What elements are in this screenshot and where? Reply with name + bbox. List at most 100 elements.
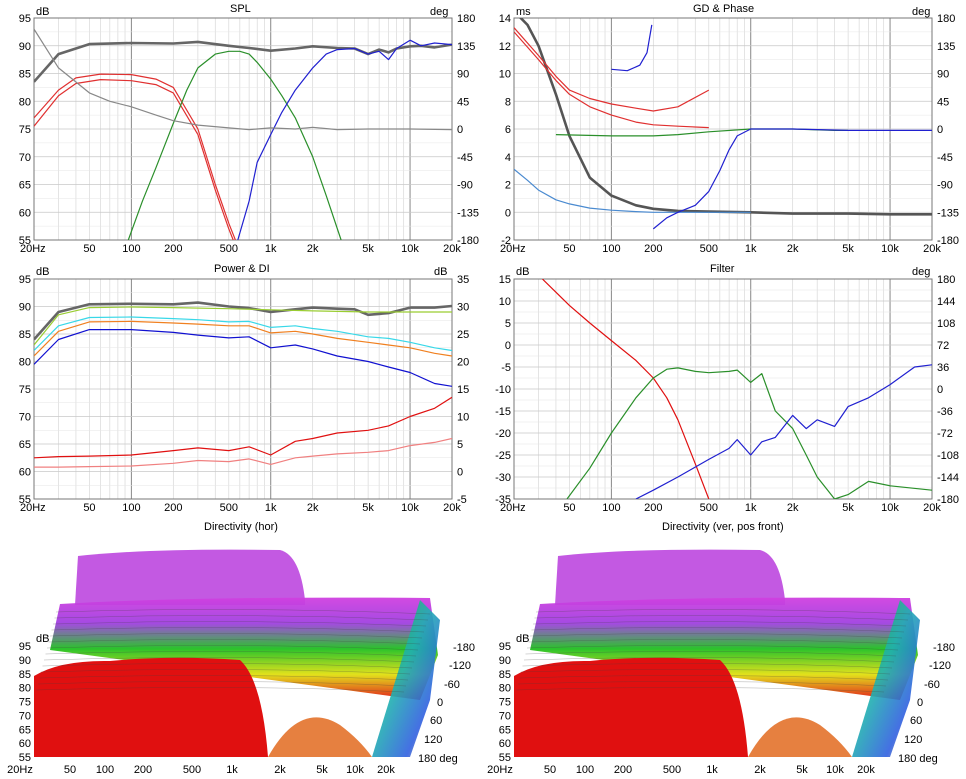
series-line-0 — [518, 18, 932, 216]
x-tick-label: 5k — [362, 502, 374, 514]
y2-tick-label: 0 — [937, 124, 943, 136]
waterfall-y-tick: 95 — [499, 641, 511, 653]
waterfall-contour — [48, 639, 421, 645]
waterfall-angle-tick: 60 — [910, 715, 922, 727]
waterfall-x-tick: 500 — [663, 764, 681, 776]
y2-tick-label: 0 — [457, 124, 463, 136]
x-tick-label: 20Hz — [20, 243, 46, 255]
y-tick-label: 85 — [19, 329, 31, 341]
y2-tick-label: 5 — [457, 439, 463, 451]
y2-tick-label: 15 — [457, 384, 469, 396]
waterfall-x-tick: 20Hz — [487, 764, 513, 776]
series-line-3 — [34, 320, 452, 357]
y-tick-label: 10 — [499, 69, 511, 81]
waterfall-contour — [516, 687, 885, 693]
series-line-2 — [635, 364, 932, 499]
waterfall-x-tick: 5k — [796, 764, 808, 776]
waterfall-contour — [55, 609, 431, 615]
waterfall-y-tick: 85 — [19, 669, 31, 681]
waterfall-contour — [54, 615, 429, 621]
y2-tick-label: 45 — [937, 96, 949, 108]
y2-tick-label: 10 — [457, 412, 469, 424]
x-tick-label: 20k — [443, 243, 461, 255]
waterfall-y-tick: 70 — [19, 710, 31, 722]
x-tick-label: 20Hz — [500, 502, 526, 514]
waterfall-x-tick: 20Hz — [7, 764, 33, 776]
waterfall-y-tick: 90 — [19, 655, 31, 667]
waterfall-y-tick: 70 — [499, 710, 511, 722]
x-tick-label: 100 — [602, 502, 620, 514]
waterfall-y-tick: 80 — [19, 683, 31, 695]
y-tick-label: -35 — [495, 494, 511, 506]
x-tick-label: 100 — [122, 243, 140, 255]
waterfall-x-tick: 5k — [316, 764, 328, 776]
y2-tick-label: 135 — [457, 41, 475, 53]
waterfall-front-tail — [748, 717, 852, 757]
y2-tick-label: 0 — [937, 384, 943, 396]
x-tick-label: 200 — [644, 502, 662, 514]
x-tick-label: 10k — [401, 502, 419, 514]
series-group — [34, 28, 452, 240]
y-tick-label: -2 — [501, 235, 511, 247]
y-tick-label: 95 — [19, 13, 31, 25]
x-tick-label: 1k — [745, 502, 757, 514]
series-line-6 — [34, 437, 452, 468]
waterfall-y-tick: 95 — [19, 641, 31, 653]
plot-frame — [513, 17, 933, 241]
series-group — [541, 279, 932, 499]
x-tick-label: 1k — [265, 502, 277, 514]
x-tick-label: 50 — [83, 243, 95, 255]
waterfall-x-tick: 100 — [576, 764, 594, 776]
x-tick-label: 20Hz — [20, 502, 46, 514]
y-tick-label: 55 — [19, 235, 31, 247]
waterfall-contour — [522, 663, 893, 669]
x-tick-label: 20k — [923, 243, 941, 255]
y2-tick-label: -180 — [937, 494, 959, 506]
waterfall-x-tick: 500 — [183, 764, 201, 776]
waterfall-angle-tick: 60 — [430, 715, 442, 727]
waterfall-x-tick: 50 — [64, 764, 76, 776]
waterfall-contour — [520, 669, 891, 675]
waterfall-angle-tick: 0 — [437, 697, 443, 709]
waterfall-contour — [52, 621, 427, 627]
waterfall-front-surface — [514, 657, 748, 757]
waterfall-y-tick: 90 — [499, 655, 511, 667]
x-tick-label: 500 — [700, 243, 718, 255]
waterfall-x-tick: 2k — [754, 764, 766, 776]
y2-tick-label: -108 — [937, 450, 959, 462]
chart-spl: 95 90 85 80 75 70 65 60 55 180 135 90 45 0 -45 -90 -135 -… — [19, 13, 479, 255]
y-tick-label: 6 — [505, 124, 511, 136]
waterfall-y-tick: 60 — [499, 738, 511, 750]
plot-frame — [513, 278, 933, 500]
waterfall-front-surface — [34, 657, 268, 757]
waterfall-contour — [523, 657, 895, 663]
y2-tick-label: 180 — [937, 274, 955, 286]
x-tick-label: 10k — [401, 243, 419, 255]
x-tick-label: 50 — [563, 502, 575, 514]
y2-tick-label: 135 — [937, 41, 955, 53]
y2-tick-label: 35 — [457, 274, 469, 286]
y-tick-label: 10 — [499, 296, 511, 308]
waterfall-angle-tick: 120 — [904, 734, 922, 746]
waterfall-contour — [37, 681, 407, 687]
x-tick-label: 20k — [443, 502, 461, 514]
series-line-1 — [34, 73, 237, 240]
x-tick-label: 200 — [164, 502, 182, 514]
series-line-4 — [555, 128, 849, 137]
series-line-0 — [541, 279, 710, 499]
waterfall-angle-tick: -60 — [444, 679, 460, 691]
series-line-5 — [34, 28, 452, 131]
waterfall-back-surface — [555, 549, 785, 605]
series-line-5 — [34, 396, 452, 459]
waterfall-contour — [51, 627, 425, 633]
waterfall-contour — [534, 615, 909, 621]
y-tick-label: 60 — [19, 207, 31, 219]
y-tick-label: 80 — [19, 96, 31, 108]
x-tick-label: 5k — [362, 243, 374, 255]
series-line-4 — [34, 329, 452, 387]
plot-frame — [33, 278, 453, 500]
